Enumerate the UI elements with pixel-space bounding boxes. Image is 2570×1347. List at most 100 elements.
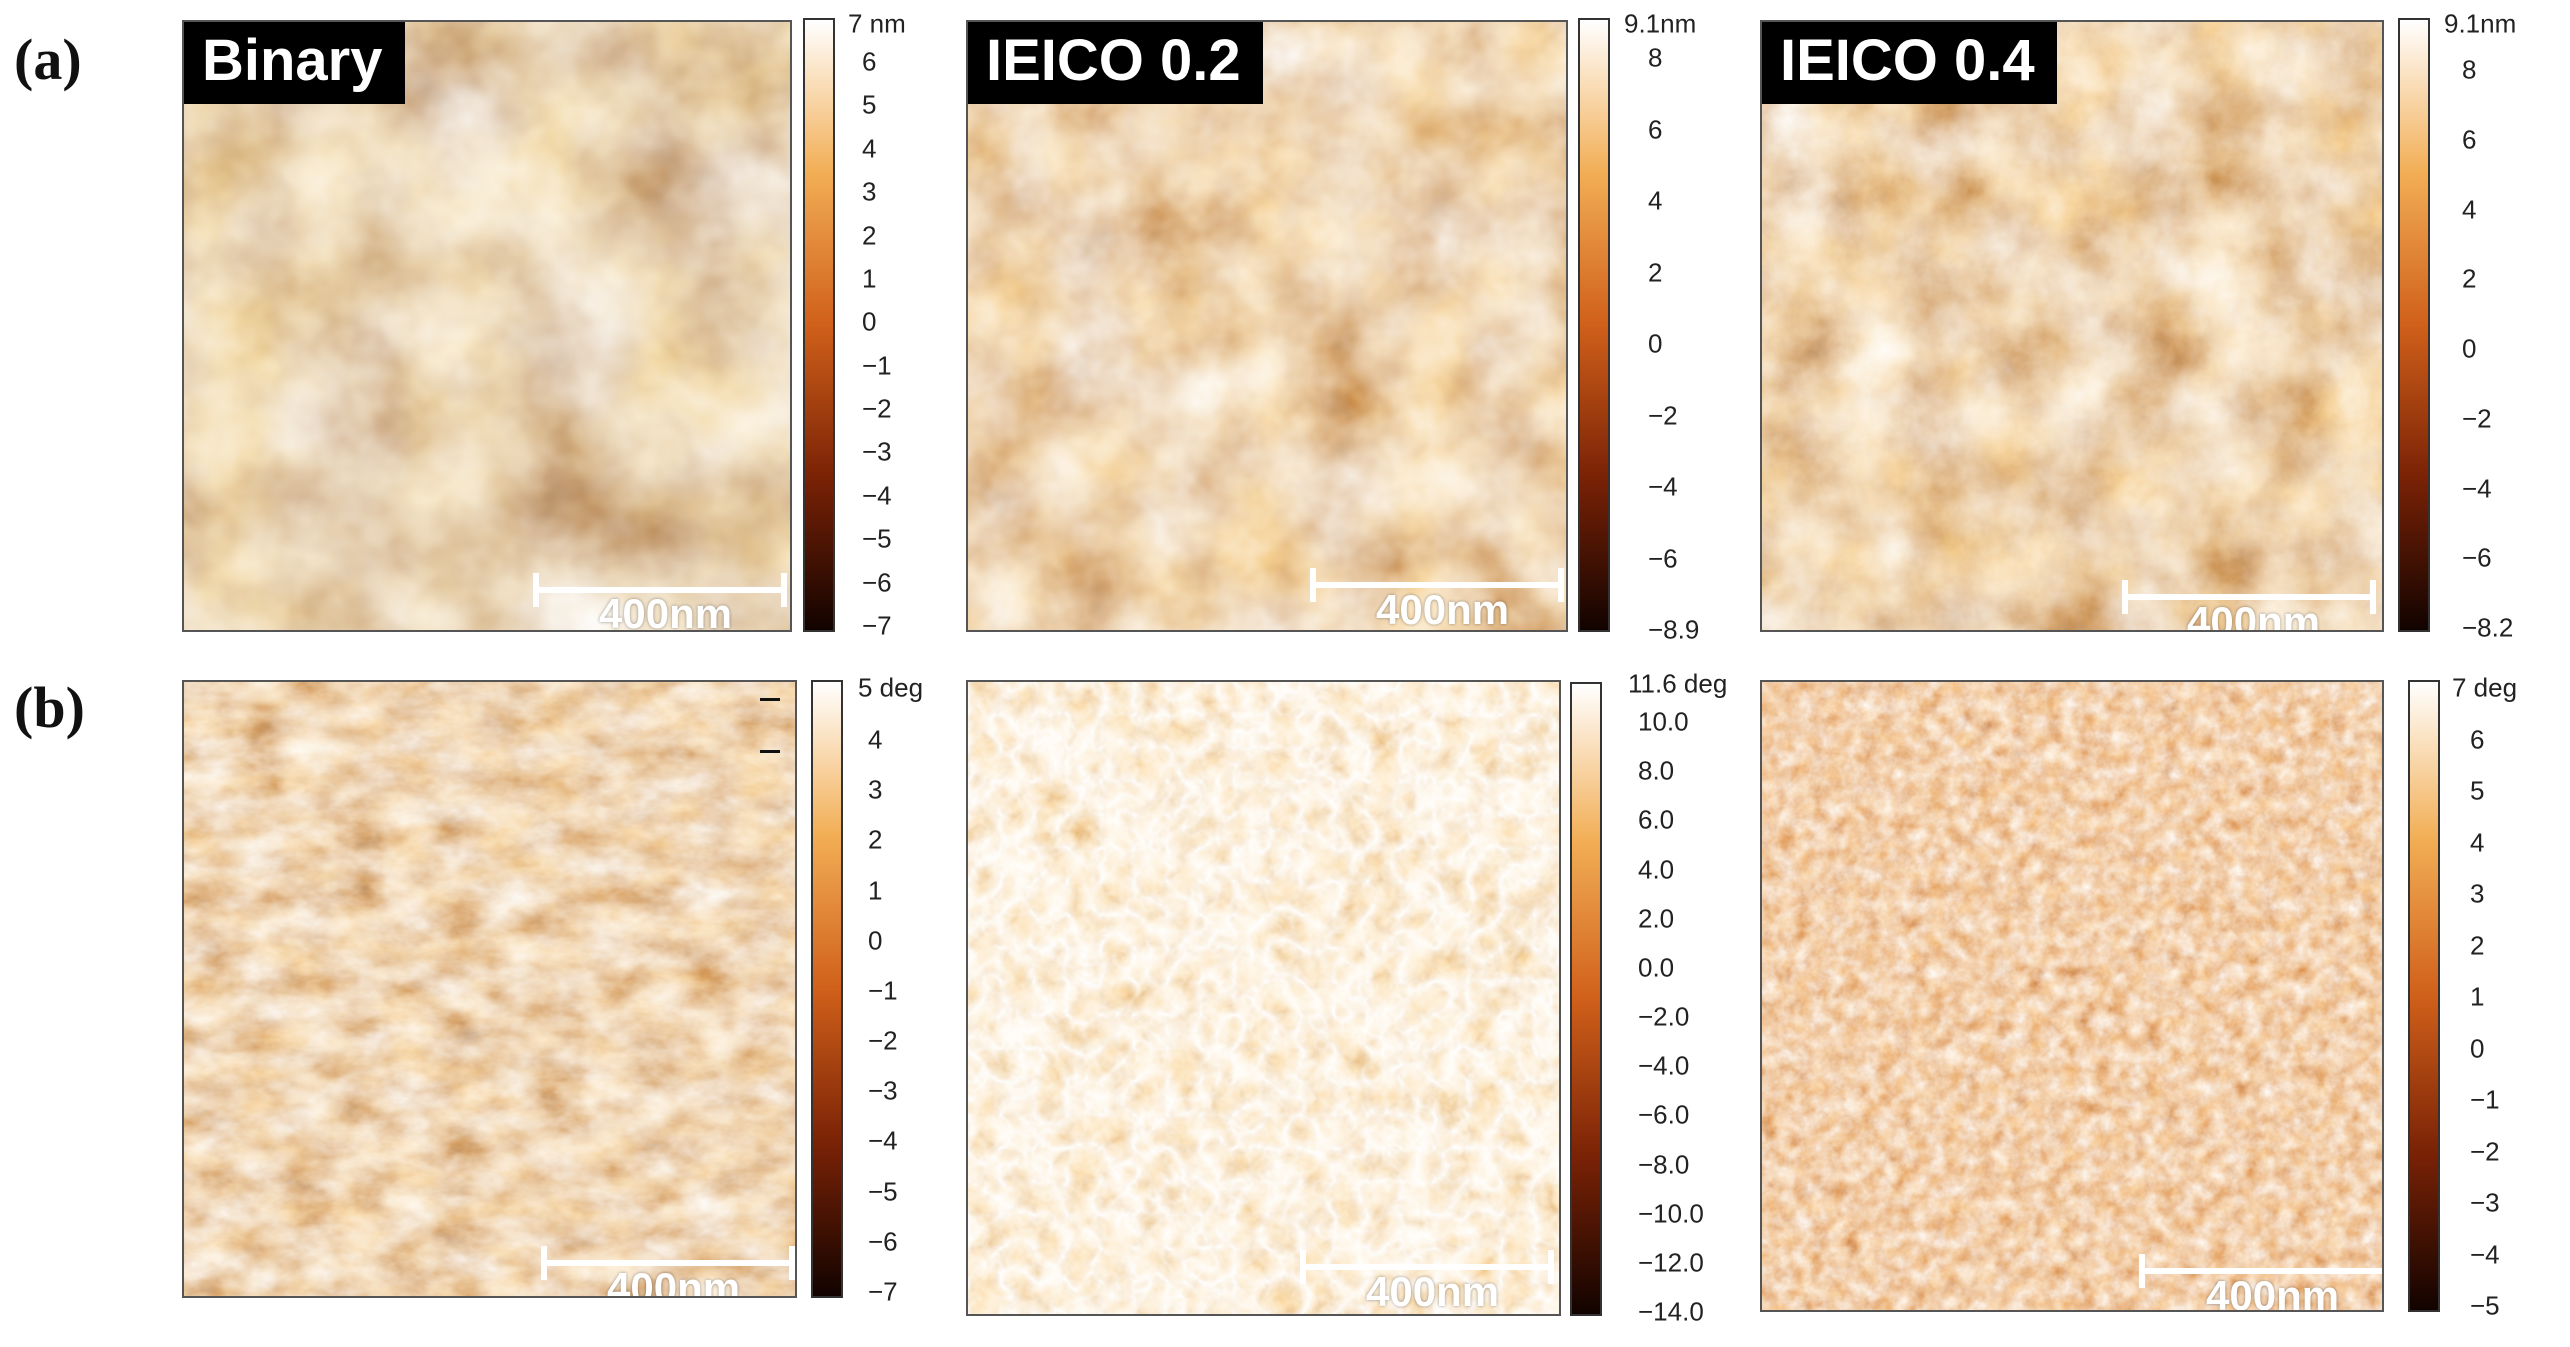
- colorbar-tick-label: −2: [2462, 403, 2492, 434]
- scale-bar: [1310, 568, 1564, 602]
- scale-bar-label: 400nm: [2206, 1272, 2340, 1312]
- scale-bar-label: 400nm: [1376, 586, 1510, 632]
- scale-bar: [541, 1246, 795, 1280]
- tick-mark: [760, 750, 780, 753]
- colorbar-tick-label: 8.0: [1638, 755, 1675, 786]
- scale-bar: [1300, 1250, 1554, 1284]
- afm-texture: [1762, 22, 2382, 630]
- colorbar-tick-label: −6: [862, 567, 892, 598]
- scale-bar: [2139, 1254, 2382, 1288]
- colorbar-tick-label: 2: [2462, 263, 2477, 294]
- colorbar-ieico-04-phase: [2408, 680, 2440, 1312]
- colorbar-tick-label: −7: [862, 610, 892, 641]
- colorbar-tick-label: −7: [868, 1276, 898, 1307]
- colorbar-tick-label: 0: [1648, 328, 1663, 359]
- colorbar-tick-label: 4.0: [1638, 854, 1675, 884]
- afm-texture: [1762, 682, 2382, 1310]
- colorbar-binary-phase: [811, 680, 843, 1298]
- colorbar-tick-label: −4: [2470, 1239, 2500, 1270]
- colorbar-tick-label: −6.0: [1638, 1099, 1690, 1130]
- colorbar-tick-label: 3: [862, 176, 877, 207]
- colorbar-tick-label: −2: [1648, 400, 1678, 430]
- colorbar-tick-label: −10.0: [1638, 1198, 1704, 1229]
- colorbar-tick-label: −6: [868, 1226, 898, 1257]
- colorbar-tick-label: −4: [1648, 471, 1678, 502]
- colorbar-tick-label: 2: [862, 220, 877, 251]
- colorbar-tick-label: 1: [862, 263, 877, 294]
- colorbar-ieico-04-height: [2398, 18, 2430, 632]
- colorbar-tick-label: −2: [868, 1025, 898, 1056]
- colorbar-tick-label: −3: [2470, 1187, 2500, 1218]
- colorbar-ieico-02-phase: [1570, 682, 1602, 1316]
- colorbar-tick-label: 4: [868, 724, 883, 755]
- colorbar-tick-label: 6: [2462, 124, 2477, 155]
- colorbar-top-label: 9.1nm: [1624, 8, 1697, 39]
- colorbar-tick-label: 5: [2470, 775, 2485, 806]
- colorbar-tick-label: −1: [2470, 1084, 2500, 1115]
- colorbar-tick-label: 4: [2470, 827, 2485, 858]
- colorbar-tick-label: −3: [868, 1075, 898, 1106]
- colorbar-tick-label: −4.0: [1638, 1050, 1690, 1081]
- colorbar-tick-label: −4: [862, 480, 892, 511]
- height-image-ieico-04: IEICO 0.4 400nm: [1760, 20, 2384, 632]
- colorbar-tick-label: 2: [2470, 930, 2485, 961]
- colorbar-ieico-02-height: [1578, 18, 1610, 632]
- colorbar-tick-label: −4: [2462, 473, 2492, 503]
- row-label-a: (a): [14, 27, 82, 92]
- colorbar-top-label: 7 deg: [2452, 672, 2518, 703]
- height-image-ieico-02: IEICO 0.2 400nm: [966, 20, 1568, 632]
- afm-texture: [184, 22, 790, 630]
- colorbar-tick-label: 5: [862, 89, 877, 120]
- colorbar-tick-label: −12.0: [1638, 1247, 1704, 1278]
- colorbar-tick-label: −2: [2470, 1136, 2500, 1167]
- colorbar-tick-label: −5: [2470, 1290, 2500, 1321]
- scale-bar-label: 400nm: [599, 590, 733, 632]
- colorbar-tick-label: −8.0: [1638, 1149, 1690, 1179]
- colorbar-tick-label: 4: [2462, 194, 2477, 224]
- colorbar-tick-label: −5: [868, 1176, 898, 1207]
- afm-texture: [968, 22, 1566, 630]
- scale-bar: [533, 573, 787, 607]
- colorbar-top-label: 5 deg: [858, 672, 924, 703]
- colorbar-tick-label: 3: [868, 774, 883, 805]
- colorbar-tick-label: 0: [862, 306, 877, 337]
- panel-title: IEICO 0.4: [1762, 22, 2057, 104]
- colorbar-tick-label: −1: [862, 350, 892, 381]
- scale-bar-label: 400nm: [607, 1264, 741, 1298]
- colorbar-tick-label: −6: [1648, 543, 1678, 573]
- scale-bar: [2122, 580, 2376, 614]
- tick-mark: [760, 698, 780, 701]
- colorbar-top-label: 7 nm: [848, 8, 906, 39]
- phase-image-ieico-02: 400nm: [966, 680, 1561, 1316]
- colorbar-tick-label: 0: [868, 925, 883, 956]
- afm-texture: [184, 682, 795, 1296]
- colorbar-tick-label: −8.9: [1648, 614, 1700, 645]
- afm-texture: [968, 682, 1559, 1314]
- phase-image-ieico-04: 400nm: [1760, 680, 2384, 1312]
- colorbar-tick-label: 0.0: [1638, 952, 1675, 983]
- colorbar-tick-label: 4: [1648, 185, 1663, 216]
- colorbar-tick-label: −4: [868, 1125, 898, 1156]
- colorbar-tick-label: 1: [868, 875, 883, 906]
- colorbar-tick-label: −8.2: [2462, 612, 2514, 643]
- colorbar-tick-label: 10.0: [1638, 706, 1689, 737]
- colorbar-tick-label: −6: [2462, 542, 2492, 573]
- colorbar-tick-label: 2.0: [1638, 903, 1675, 934]
- colorbar-tick-label: 6.0: [1638, 804, 1675, 835]
- colorbar-tick-label: −5: [862, 523, 892, 554]
- colorbar-tick-label: 8: [1648, 42, 1663, 73]
- colorbar-tick-label: 1: [2470, 981, 2485, 1012]
- phase-image-binary: 400nm: [182, 680, 797, 1298]
- colorbar-top-label: 11.6 deg: [1628, 668, 1728, 699]
- scale-bar-label: 400nm: [1366, 1268, 1500, 1315]
- panel-title: IEICO 0.2: [968, 22, 1263, 104]
- row-label-b: (b): [14, 675, 85, 740]
- colorbar-tick-label: 6: [2470, 724, 2485, 755]
- colorbar-tick-label: 0: [2462, 333, 2477, 364]
- colorbar-tick-label: −3: [862, 436, 892, 467]
- height-image-binary: Binary 400nm: [182, 20, 792, 632]
- colorbar-binary-height: [803, 18, 835, 632]
- colorbar-tick-label: −14.0: [1638, 1296, 1704, 1327]
- colorbar-tick-label: 4: [862, 133, 877, 164]
- colorbar-tick-label: 2: [1648, 257, 1663, 287]
